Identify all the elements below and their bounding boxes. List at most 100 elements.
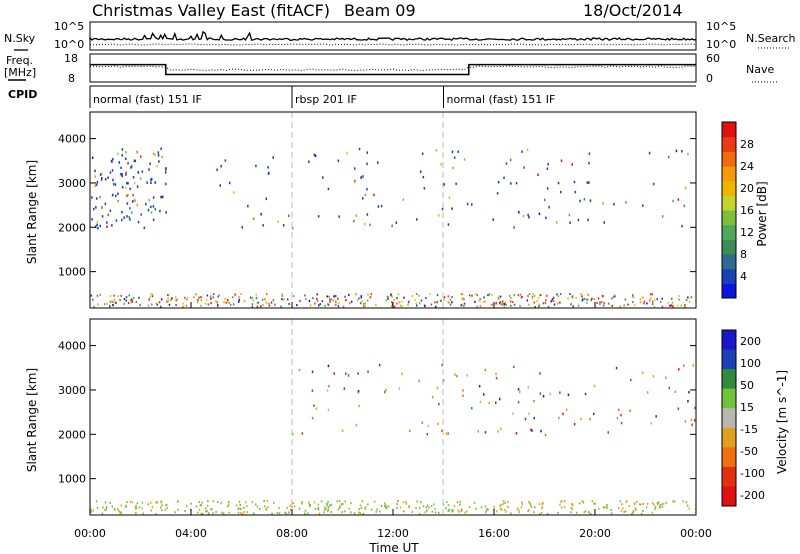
velocity-speckle — [384, 390, 386, 394]
power-speckle — [581, 298, 584, 301]
power-speckle — [183, 296, 186, 299]
power-speckle — [319, 303, 321, 306]
power-speckle — [423, 187, 426, 190]
power-speckle — [337, 297, 339, 300]
velocity-speckle — [531, 429, 533, 432]
velocity-speckle — [659, 505, 661, 508]
power-speckle — [117, 295, 119, 298]
power-y-tick-label: 1000 — [58, 266, 86, 279]
velocity-speckle — [427, 424, 430, 428]
power-speckle — [603, 304, 605, 307]
velocity-speckle — [633, 503, 636, 505]
power-speckle — [159, 305, 162, 308]
velocity-speckle — [174, 511, 176, 514]
velocity-colorbar-tick: 100 — [740, 357, 761, 370]
power-speckle — [234, 293, 236, 296]
power-speckle — [256, 301, 259, 304]
power-speckle — [314, 154, 317, 158]
velocity-speckle — [308, 503, 311, 506]
velocity-speckle — [589, 417, 591, 421]
power-speckle — [127, 193, 129, 197]
velocity-speckle — [228, 511, 230, 514]
power-speckle — [468, 294, 471, 297]
power-speckle — [667, 155, 670, 159]
velocity-speckle — [524, 417, 527, 421]
velocity-speckle — [512, 412, 514, 415]
velocity-speckle — [315, 407, 318, 410]
power-speckle — [587, 293, 590, 296]
velocity-speckle — [155, 513, 157, 515]
velocity-colorbar-swatch — [722, 408, 736, 429]
power-band-core — [342, 217, 406, 238]
velocity-speckle — [516, 507, 519, 510]
power-speckle — [544, 301, 547, 304]
power-speckle — [491, 294, 493, 296]
power-speckle — [440, 299, 442, 302]
velocity-speckle — [431, 510, 434, 513]
velocity-speckle — [215, 511, 217, 514]
velocity-speckle — [338, 500, 341, 503]
velocity-speckle — [149, 501, 152, 504]
power-speckle — [546, 187, 549, 190]
power-speckle — [397, 293, 400, 296]
power-speckle — [345, 299, 347, 301]
velocity-speckle — [615, 366, 618, 370]
power-speckle — [223, 301, 225, 304]
velocity-speckle — [278, 512, 281, 515]
velocity-speckle — [518, 511, 520, 514]
velocity-speckle — [385, 506, 387, 509]
velocity-speckle — [426, 509, 428, 512]
power-speckle — [510, 304, 512, 307]
power-speckle — [318, 304, 320, 307]
power-speckle — [687, 152, 689, 156]
power-speckle — [366, 188, 368, 191]
power-speckle — [362, 197, 364, 200]
power-speckle — [362, 175, 364, 178]
velocity-speckle — [211, 508, 213, 511]
velocity-speckle — [350, 511, 352, 514]
velocity-speckle — [691, 423, 693, 426]
power-speckle — [443, 183, 445, 186]
velocity-speckle — [207, 500, 209, 503]
power-speckle — [131, 200, 134, 203]
velocity-speckle — [309, 504, 312, 506]
power-colorbar-tick: 8 — [740, 248, 747, 261]
power-speckle — [228, 302, 231, 304]
velocity-speckle — [541, 503, 544, 506]
power-speckle — [527, 295, 529, 298]
power-speckle — [224, 297, 226, 300]
power-speckle — [416, 304, 418, 307]
power-speckle — [414, 299, 416, 301]
power-speckle — [568, 213, 571, 217]
velocity-speckle — [530, 428, 532, 431]
power-speckle — [533, 294, 536, 297]
velocity-speckle — [131, 501, 134, 504]
power-speckle — [121, 186, 124, 189]
velocity-speckle — [200, 503, 202, 506]
freq-label-line2: [MHz] — [4, 66, 36, 79]
velocity-speckle — [631, 512, 633, 515]
power-speckle — [521, 295, 523, 298]
power-speckle — [167, 297, 169, 300]
velocity-speckle — [136, 502, 139, 505]
velocity-speckle — [370, 508, 373, 511]
power-speckle — [268, 304, 271, 307]
power-speckle — [453, 156, 456, 159]
power-speckle — [581, 299, 583, 302]
power-speckle — [509, 300, 512, 303]
power-speckle — [232, 303, 235, 306]
date-label: 18/Oct/2014 — [583, 1, 683, 20]
velocity-speckle — [240, 508, 242, 511]
velocity-speckle — [501, 508, 503, 511]
velocity-speckle — [665, 501, 668, 504]
power-speckle — [614, 295, 616, 298]
velocity-colorbar-swatch — [722, 349, 736, 370]
velocity-speckle — [650, 422, 652, 425]
power-speckle — [440, 163, 442, 166]
velocity-speckle — [484, 431, 487, 434]
power-speckle — [373, 193, 375, 197]
velocity-speckle — [688, 391, 690, 394]
power-speckle — [476, 294, 478, 297]
velocity-speckle — [135, 512, 137, 515]
velocity-speckle — [304, 509, 307, 512]
